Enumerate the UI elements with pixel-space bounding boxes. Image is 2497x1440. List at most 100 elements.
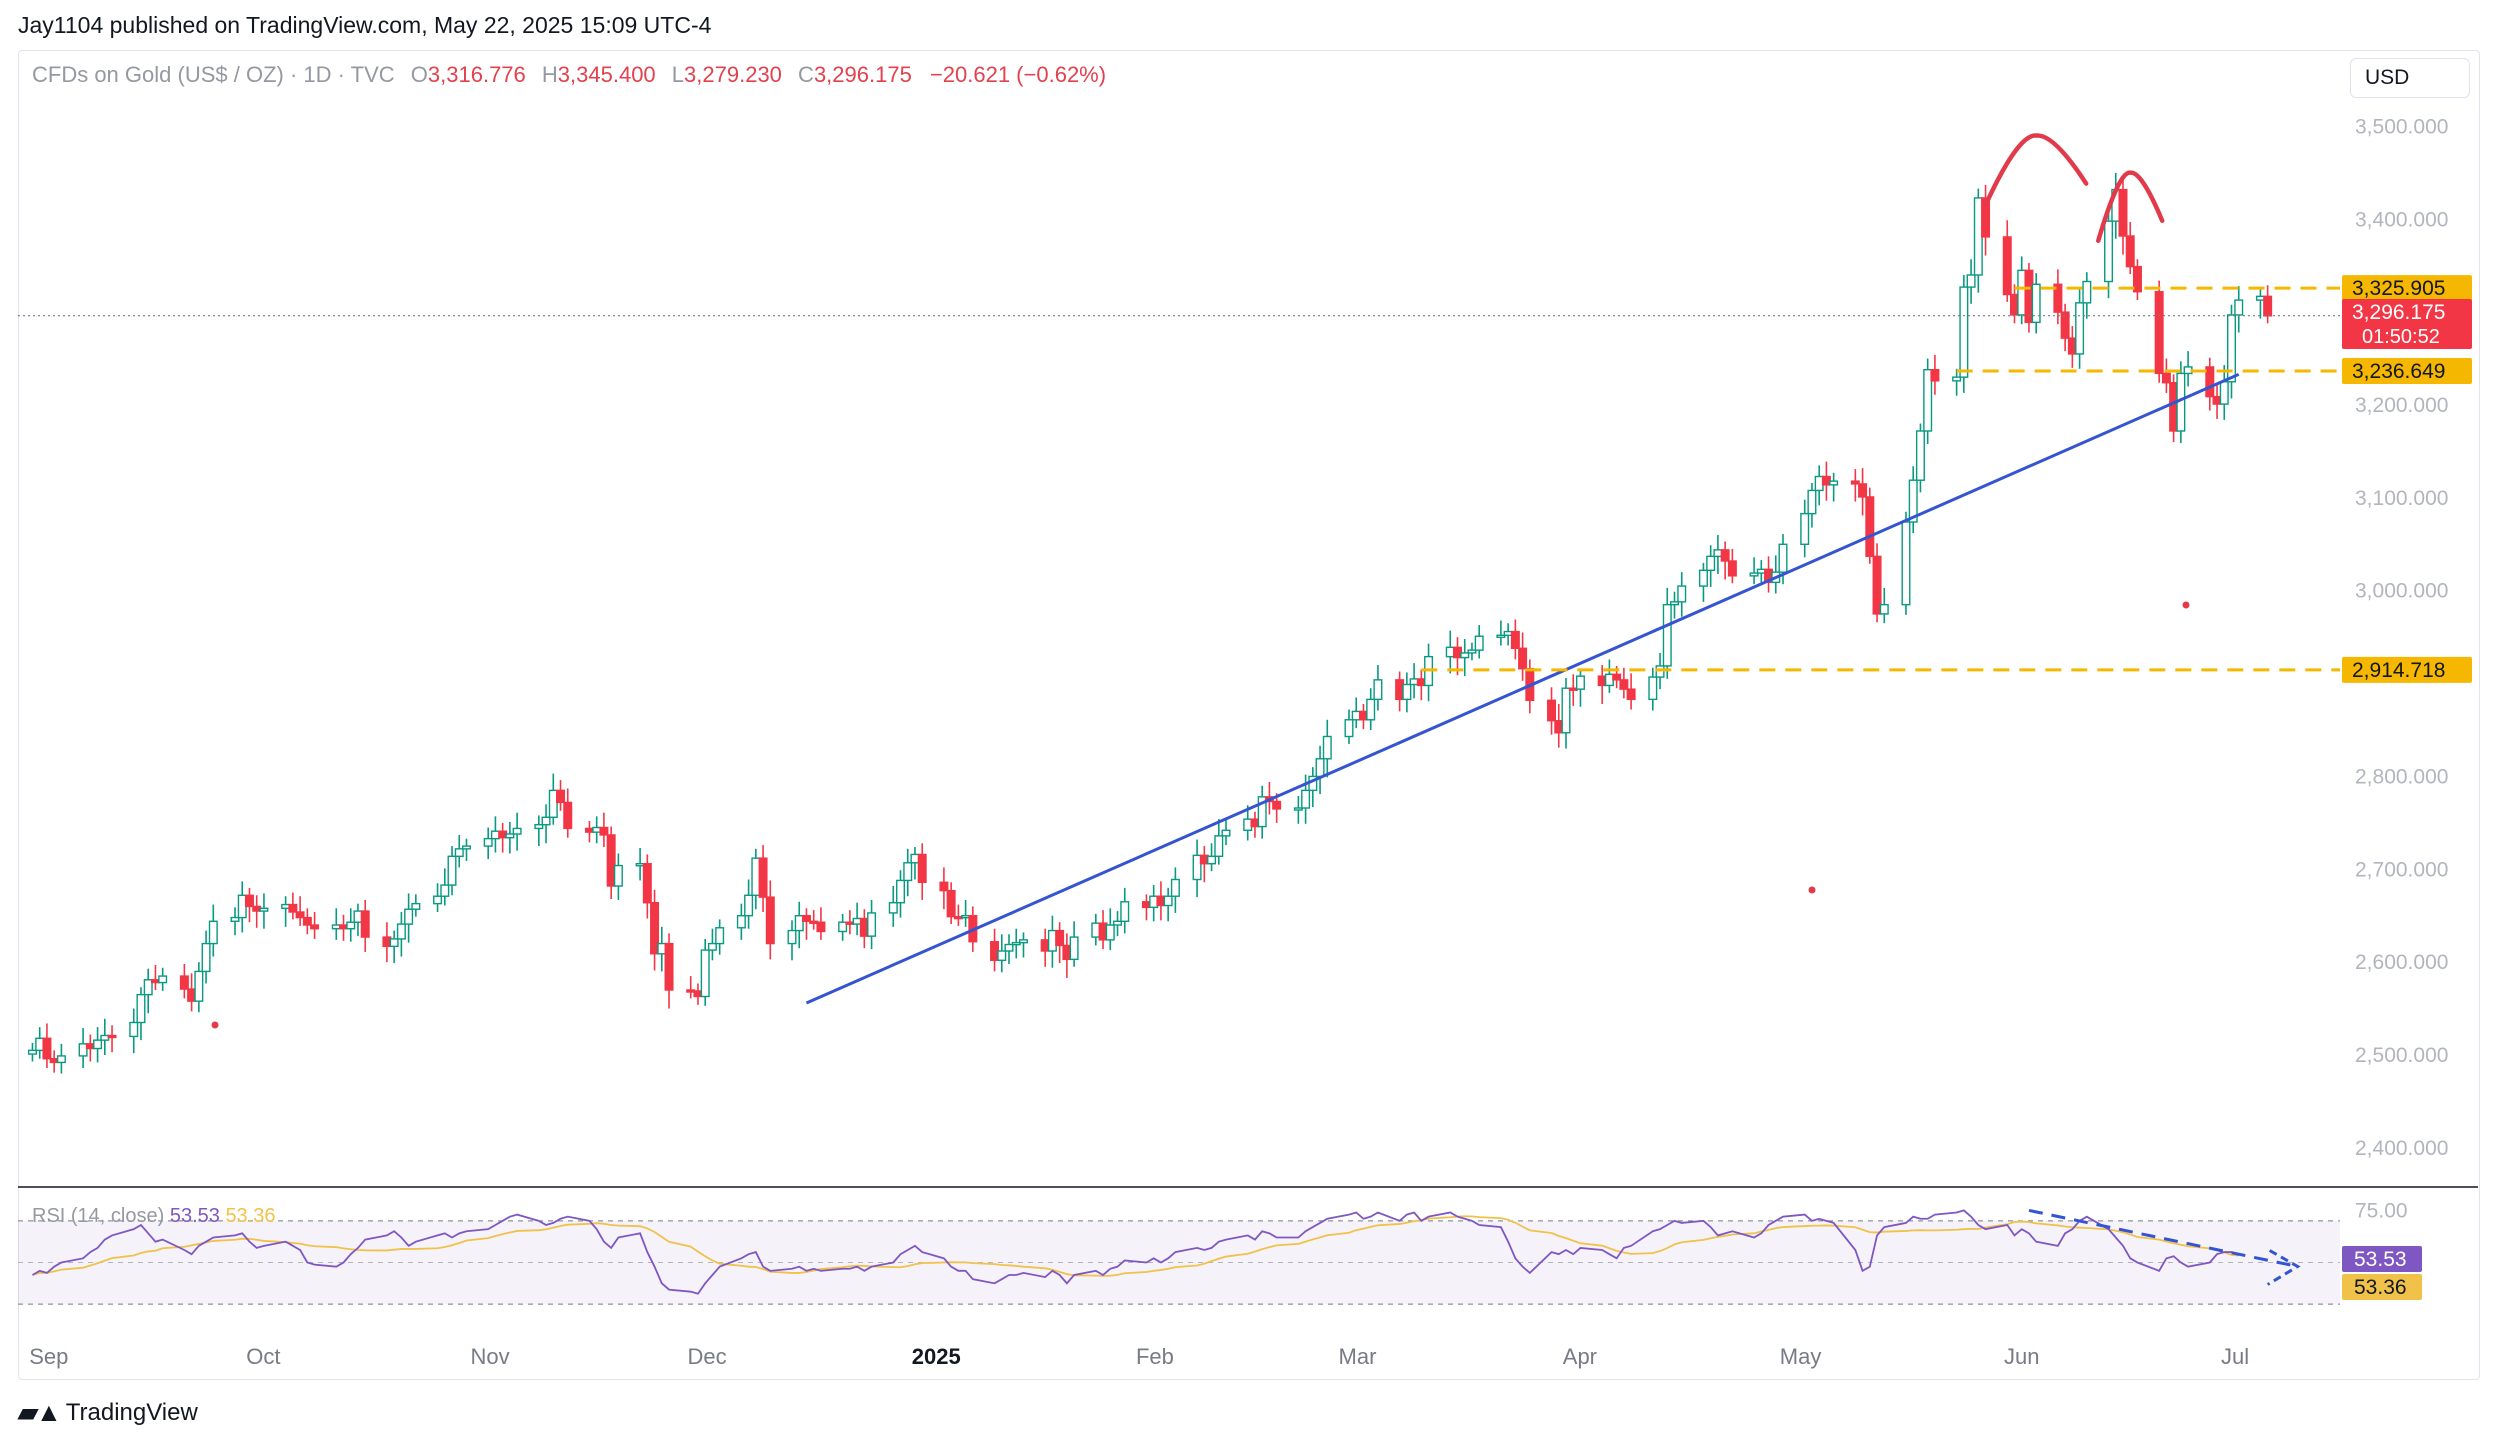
candle-body <box>845 921 855 925</box>
second-top-arc <box>2095 170 2165 243</box>
candle-body <box>2226 314 2236 383</box>
candle-body <box>136 993 146 1024</box>
candle-body <box>2212 395 2222 405</box>
level-label-bg <box>2342 275 2472 302</box>
candle-body <box>556 789 566 804</box>
candle-body <box>194 970 204 1002</box>
candle-body <box>2219 381 2229 405</box>
candle-body <box>1821 475 1831 486</box>
candle-body <box>1800 512 1810 545</box>
candle-body <box>302 916 312 926</box>
candle-body <box>592 826 602 833</box>
price-label: 3,296.175 <box>2352 301 2445 324</box>
candle-body <box>78 1043 88 1057</box>
candle-body <box>1192 854 1202 881</box>
candle-body <box>888 902 898 914</box>
candle-body <box>158 975 168 984</box>
candle-body <box>1923 369 1933 432</box>
level-label: 3,236.649 <box>2352 360 2445 383</box>
candle-body <box>2154 291 2164 375</box>
candle-body <box>1207 855 1217 865</box>
candle-body <box>1850 480 1860 485</box>
candle-body <box>1677 585 1687 603</box>
symbol-name[interactable]: CFDs on Gold (US$ / OZ) · 1D · TVC <box>32 62 395 87</box>
candle-body <box>838 921 848 933</box>
candle-body <box>498 830 508 839</box>
y-tick-label: 2,700.000 <box>2355 858 2448 881</box>
candle-body <box>744 894 754 917</box>
candle-body <box>534 824 544 830</box>
x-tick-label: Mar <box>1339 1344 1377 1369</box>
candle-body <box>2017 269 2027 316</box>
candle-body <box>997 950 1007 961</box>
candle-body <box>903 862 913 882</box>
candle-body <box>1966 274 1976 288</box>
candle-body <box>389 938 399 948</box>
candle-body <box>541 816 551 826</box>
candle-body <box>454 848 464 857</box>
candle-body <box>1141 901 1151 909</box>
candle-body <box>295 911 305 919</box>
candle-body <box>1149 895 1159 909</box>
candle-body <box>1445 646 1455 658</box>
candle-body <box>1214 835 1224 857</box>
candle-body <box>1040 939 1050 952</box>
candle-body <box>1829 480 1839 486</box>
candle-body <box>1366 698 1376 721</box>
candle-body <box>1959 286 1969 378</box>
y-tick-label: 3,000.000 <box>2355 580 2448 603</box>
high-label: H <box>541 62 558 87</box>
candle-body <box>1474 635 1484 651</box>
y-tick-label: 2,400.000 <box>2355 1137 2448 1160</box>
candle-body <box>635 863 645 867</box>
candle-body <box>1221 829 1231 837</box>
candle-body <box>787 929 797 945</box>
candle-body <box>1293 807 1303 811</box>
rsi-legend-value: 53.53 <box>170 1205 226 1227</box>
candle-body <box>707 942 717 951</box>
candle-body <box>946 889 956 918</box>
candle-body <box>1756 568 1766 574</box>
candle-body <box>1698 569 1708 587</box>
candle-body <box>353 910 363 923</box>
candle-body <box>1619 679 1629 690</box>
candle-body <box>1604 673 1614 687</box>
x-tick-label: 2025 <box>912 1344 961 1369</box>
symbol-info-bar[interactable]: CFDs on Gold (US$ / OZ) · 1D · TVC O3,31… <box>32 62 1106 88</box>
candle-body <box>1113 920 1123 926</box>
candle-body <box>1973 197 1983 276</box>
candle-body <box>1257 796 1267 828</box>
currency-selector[interactable]: USD <box>2350 58 2470 98</box>
candle-body <box>1713 549 1723 558</box>
candle-body <box>816 921 826 933</box>
open-value: 3,316.776 <box>427 62 526 87</box>
level-label: 2,914.718 <box>2352 659 2445 682</box>
candle-body <box>910 853 920 864</box>
candle-body <box>758 857 768 898</box>
candle-body <box>1872 555 1882 615</box>
candle-body <box>2031 283 2041 324</box>
head-top-arc <box>1983 133 2089 206</box>
candle-body <box>642 863 652 904</box>
candle-body <box>483 837 493 847</box>
candle-body <box>990 941 1000 961</box>
candle-body <box>1315 758 1325 778</box>
candle-body <box>1879 603 1889 615</box>
candle-body <box>736 915 746 929</box>
candle-body <box>1120 901 1130 922</box>
candle-body <box>433 895 443 905</box>
candle-body <box>809 920 819 924</box>
rsi-legend-ma: 53.36 <box>225 1205 275 1227</box>
candle-body <box>599 826 609 836</box>
candle-body <box>1554 720 1564 734</box>
candle-body <box>1018 939 1028 944</box>
candle-body <box>1105 924 1115 941</box>
candle-body <box>208 920 218 945</box>
candle-body <box>440 884 450 897</box>
y-tick-label: 3,400.000 <box>2355 208 2448 231</box>
candle-body <box>252 905 262 912</box>
candle-body <box>1858 483 1868 498</box>
rsi-ma-line <box>32 1215 2239 1277</box>
tradingview-brand[interactable]: ▰▲ TradingView <box>18 1397 198 1428</box>
